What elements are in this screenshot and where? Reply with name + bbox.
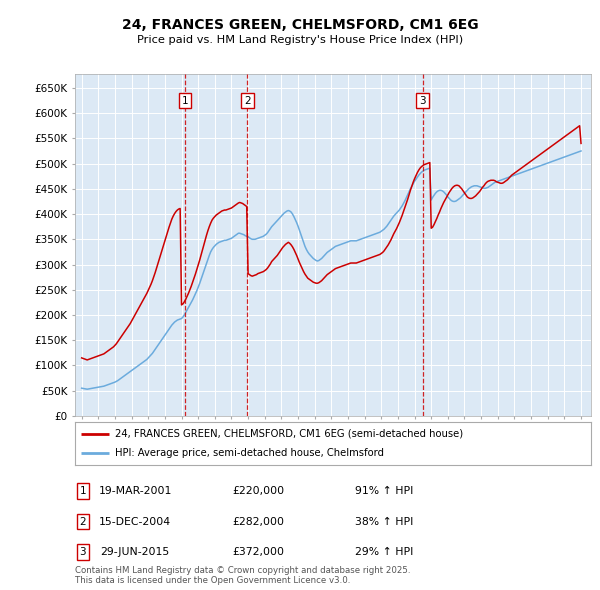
- Text: 3: 3: [419, 96, 426, 106]
- Text: 3: 3: [79, 548, 86, 557]
- Text: 29% ↑ HPI: 29% ↑ HPI: [355, 548, 413, 557]
- Text: 1: 1: [182, 96, 188, 106]
- Text: Price paid vs. HM Land Registry's House Price Index (HPI): Price paid vs. HM Land Registry's House …: [137, 35, 463, 45]
- Text: Contains HM Land Registry data © Crown copyright and database right 2025.
This d: Contains HM Land Registry data © Crown c…: [75, 566, 410, 585]
- Text: £372,000: £372,000: [232, 548, 284, 557]
- Text: 91% ↑ HPI: 91% ↑ HPI: [355, 486, 413, 496]
- Text: £282,000: £282,000: [232, 517, 284, 526]
- Text: £220,000: £220,000: [232, 486, 284, 496]
- Text: 15-DEC-2004: 15-DEC-2004: [99, 517, 171, 526]
- Text: 29-JUN-2015: 29-JUN-2015: [100, 548, 170, 557]
- Text: 2: 2: [244, 96, 251, 106]
- Text: 1: 1: [79, 486, 86, 496]
- Text: 24, FRANCES GREEN, CHELMSFORD, CM1 6EG: 24, FRANCES GREEN, CHELMSFORD, CM1 6EG: [122, 18, 478, 32]
- Text: 2: 2: [79, 517, 86, 526]
- Text: 24, FRANCES GREEN, CHELMSFORD, CM1 6EG (semi-detached house): 24, FRANCES GREEN, CHELMSFORD, CM1 6EG (…: [115, 429, 463, 439]
- Text: 38% ↑ HPI: 38% ↑ HPI: [355, 517, 413, 526]
- Text: 19-MAR-2001: 19-MAR-2001: [98, 486, 172, 496]
- Text: HPI: Average price, semi-detached house, Chelmsford: HPI: Average price, semi-detached house,…: [115, 448, 384, 458]
